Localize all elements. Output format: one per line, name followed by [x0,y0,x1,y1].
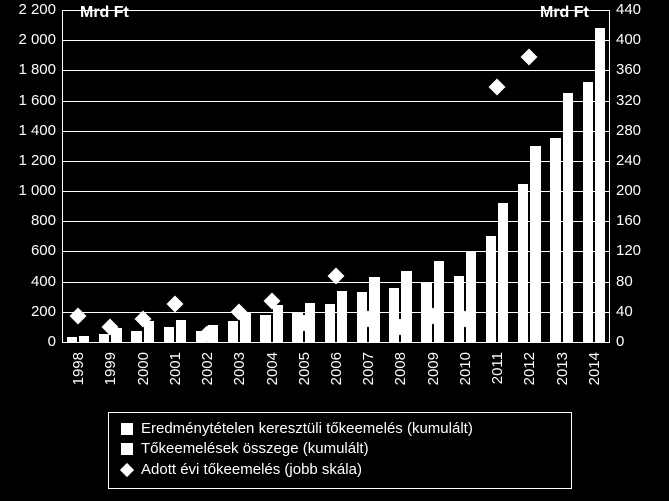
x-tick-label: 2006 [328,352,345,385]
y-left-tick: 2 200 [18,1,56,18]
x-tick-label: 2013 [554,352,571,385]
y-right-tick: 360 [616,61,641,78]
y-left-tick: 1 200 [18,152,56,169]
y-right-tick: 240 [616,152,641,169]
x-tick-label: 2005 [296,352,313,385]
x-tick-label: 2014 [586,352,603,385]
x-tick-label: 2000 [135,352,152,385]
bar-series-a [67,337,77,342]
bar-series-a [550,138,560,342]
y-right-tick: 320 [616,92,641,109]
x-tick-label: 2004 [264,352,281,385]
bar-series-a [164,327,174,342]
bar-series-b [176,320,186,342]
y-left-tick: 600 [31,242,56,259]
bar-series-a [325,304,335,342]
x-tick-label: 2003 [231,352,248,385]
marker-series-c [70,307,87,324]
y-left-tick: 400 [31,273,56,290]
y-left-tick: 1 400 [18,122,56,139]
legend-label-b: Tőkeemelések összege (kumulált) [141,439,369,459]
y-right-tick: 0 [616,333,624,350]
plot-area [62,10,610,342]
legend-swatch-square [121,443,133,455]
y-right-tick: 120 [616,242,641,259]
marker-series-c [489,78,506,95]
bar-series-a [486,236,496,342]
legend: Eredménytételen keresztüli tőkeemelés (k… [108,412,572,489]
y-right-title: Mrd Ft [540,4,589,22]
x-tick-label: 1999 [102,352,119,385]
y-left-tick: 0 [48,333,56,350]
y-left-tick: 200 [31,303,56,320]
bar-series-b [595,28,605,342]
legend-label-c: Adott évi tőkeemelés (jobb skála) [141,460,362,480]
x-tick-label: 2010 [457,352,474,385]
gridline [62,342,610,343]
x-tick-label: 2001 [167,352,184,385]
y-right-tick: 200 [616,182,641,199]
legend-swatch-diamond [120,463,134,477]
bar-series-b [498,203,508,342]
gridline [62,131,610,132]
bar-series-b [337,291,347,342]
gridline [62,40,610,41]
marker-series-c [166,296,183,313]
bar-series-a [228,321,238,342]
y-left-tick: 800 [31,212,56,229]
x-tick-label: 2002 [199,352,216,385]
legend-item-series-b: Tőkeemelések összege (kumulált) [121,439,559,459]
legend-label-a: Eredménytételen keresztüli tőkeemelés (k… [141,419,473,439]
x-tick-label: 2011 [489,352,506,384]
y-right-tick: 80 [616,273,633,290]
bar-series-a [131,331,141,342]
marker-series-c [521,48,538,65]
x-tick-label: 2008 [392,352,409,385]
y-right-tick: 40 [616,303,633,320]
y-left-title: Mrd Ft [80,4,129,22]
x-tick-label: 1998 [70,352,87,385]
bar-series-a [518,184,528,342]
bar-series-b [530,146,540,342]
bar-series-a [260,315,270,342]
gridline [62,70,610,71]
bar-series-b [563,93,573,342]
legend-swatch-square [121,423,133,435]
y-left-tick: 1 000 [18,182,56,199]
bar-series-a [583,82,593,342]
x-tick-label: 2012 [521,352,538,385]
legend-item-series-c: Adott évi tőkeemelés (jobb skála) [121,460,559,480]
y-right-tick: 160 [616,212,641,229]
y-left-tick: 2 000 [18,31,56,48]
y-right-tick: 280 [616,122,641,139]
bar-series-b [434,261,444,342]
x-tick-label: 2007 [360,352,377,385]
gridline [62,101,610,102]
gridline [62,10,610,11]
bar-series-a [454,276,464,342]
legend-item-series-a: Eredménytételen keresztüli tőkeemelés (k… [121,419,559,439]
bar-series-b [369,277,379,342]
axis-line [62,10,63,342]
bar-series-b [273,305,283,342]
x-tick-label: 2009 [425,352,442,385]
y-right-tick: 440 [616,1,641,18]
y-left-tick: 1 800 [18,61,56,78]
gridline [62,161,610,162]
bar-series-b [79,336,89,342]
y-right-tick: 400 [616,31,641,48]
bar-series-b [466,251,476,342]
y-left-tick: 1 600 [18,92,56,109]
axis-line [609,10,610,342]
bar-series-a [99,334,109,342]
